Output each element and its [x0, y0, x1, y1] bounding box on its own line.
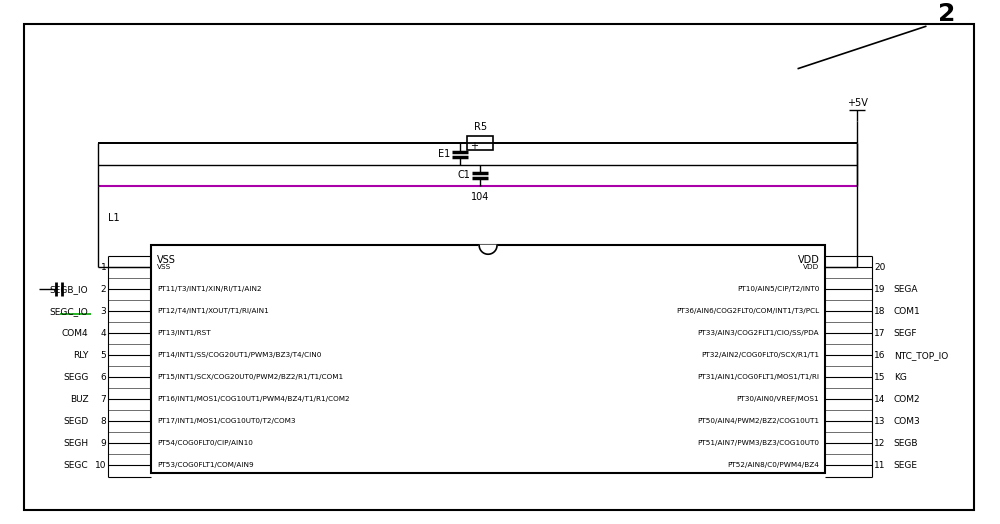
Text: PT52/AIN8/C0/PWM4/BZ4: PT52/AIN8/C0/PWM4/BZ4 — [727, 463, 819, 468]
Text: NTC_TOP_IO: NTC_TOP_IO — [894, 351, 948, 360]
Text: VSS: VSS — [157, 264, 171, 270]
Text: SEGF: SEGF — [894, 329, 917, 338]
Text: PT30/AIN0/VREF/MOS1: PT30/AIN0/VREF/MOS1 — [737, 396, 819, 402]
Text: PT33/AIN3/COG2FLT1/CIO/SS/PDA: PT33/AIN3/COG2FLT1/CIO/SS/PDA — [698, 330, 819, 336]
Text: 5: 5 — [101, 351, 106, 360]
Text: PT17/INT1/MOS1/COG10UT0/T2/COM3: PT17/INT1/MOS1/COG10UT0/T2/COM3 — [157, 418, 295, 424]
Text: C1: C1 — [457, 170, 470, 180]
Text: PT13/INT1/RST: PT13/INT1/RST — [157, 330, 210, 336]
Text: SEGE: SEGE — [894, 461, 918, 470]
Text: PT50/AIN4/PWM2/BZ2/COG10UT1: PT50/AIN4/PWM2/BZ2/COG10UT1 — [697, 418, 819, 424]
Text: 19: 19 — [874, 285, 885, 293]
Text: 20: 20 — [874, 263, 885, 271]
Text: 13: 13 — [874, 417, 885, 426]
Text: PT12/T4/INT1/XOUT/T1/RI/AIN1: PT12/T4/INT1/XOUT/T1/RI/AIN1 — [157, 308, 269, 314]
Text: COM3: COM3 — [894, 417, 920, 426]
Text: 16: 16 — [874, 351, 885, 360]
Text: SEGD: SEGD — [63, 417, 88, 426]
Text: +5V: +5V — [847, 99, 867, 108]
Text: E1: E1 — [438, 149, 450, 159]
Text: COM2: COM2 — [894, 395, 920, 404]
Text: VDD: VDD — [803, 264, 819, 270]
Text: L1: L1 — [108, 213, 120, 223]
Text: R5: R5 — [474, 122, 487, 132]
Text: SEGA: SEGA — [894, 285, 918, 293]
Text: 8: 8 — [101, 417, 106, 426]
Text: SEGC_IO: SEGC_IO — [50, 307, 88, 315]
Text: COM4: COM4 — [62, 329, 88, 338]
Polygon shape — [479, 245, 497, 254]
Text: PT15/INT1/SCX/COG20UT0/PWM2/BZ2/R1/T1/COM1: PT15/INT1/SCX/COG20UT0/PWM2/BZ2/R1/T1/CO… — [157, 374, 343, 380]
Text: 4: 4 — [101, 329, 106, 338]
Text: PT36/AIN6/COG2FLT0/COM/INT1/T3/PCL: PT36/AIN6/COG2FLT0/COM/INT1/T3/PCL — [676, 308, 819, 314]
Text: SEGG: SEGG — [63, 373, 88, 382]
Text: PT14/INT1/SS/COG20UT1/PWM3/BZ3/T4/CIN0: PT14/INT1/SS/COG20UT1/PWM3/BZ3/T4/CIN0 — [157, 352, 321, 358]
Text: SEGH: SEGH — [63, 439, 88, 448]
Text: 1: 1 — [101, 263, 106, 271]
Text: RLY: RLY — [73, 351, 88, 360]
Text: PT54/COG0FLT0/CIP/AIN10: PT54/COG0FLT0/CIP/AIN10 — [157, 441, 253, 446]
Bar — [151, 245, 825, 473]
Text: COM1: COM1 — [894, 307, 920, 315]
Text: 14: 14 — [874, 395, 885, 404]
Bar — [467, 136, 493, 150]
Text: 11: 11 — [874, 461, 885, 470]
Text: PT10/AIN5/CIP/T2/INT0: PT10/AIN5/CIP/T2/INT0 — [737, 286, 819, 292]
Text: 12: 12 — [874, 439, 885, 448]
Text: VDD: VDD — [797, 255, 819, 265]
Text: 9: 9 — [101, 439, 106, 448]
Text: VSS: VSS — [157, 255, 176, 265]
Text: BUZ: BUZ — [70, 395, 88, 404]
Text: SEGB_IO: SEGB_IO — [50, 285, 88, 293]
Text: PT32/AIN2/COG0FLT0/SCX/R1/T1: PT32/AIN2/COG0FLT0/SCX/R1/T1 — [701, 352, 819, 358]
Text: SEGB: SEGB — [894, 439, 918, 448]
Text: SEGC: SEGC — [64, 461, 88, 470]
Text: PT51/AIN7/PWM3/BZ3/COG10UT0: PT51/AIN7/PWM3/BZ3/COG10UT0 — [697, 441, 819, 446]
Text: 17: 17 — [874, 329, 885, 338]
Text: 18: 18 — [874, 307, 885, 315]
Text: PT31/AIN1/COG0FLT1/MOS1/T1/RI: PT31/AIN1/COG0FLT1/MOS1/T1/RI — [697, 374, 819, 380]
Text: 10: 10 — [95, 461, 106, 470]
Text: +: + — [470, 140, 478, 150]
Text: 15: 15 — [874, 373, 885, 382]
Text: 104: 104 — [471, 192, 489, 202]
Text: KG: KG — [894, 373, 907, 382]
Text: 7: 7 — [101, 395, 106, 404]
Text: 2: 2 — [938, 2, 955, 26]
Text: PT16/INT1/MOS1/COG10UT1/PWM4/BZ4/T1/R1/COM2: PT16/INT1/MOS1/COG10UT1/PWM4/BZ4/T1/R1/C… — [157, 396, 349, 402]
Text: 6: 6 — [101, 373, 106, 382]
Text: 2: 2 — [101, 285, 106, 293]
Text: PT11/T3/INT1/XIN/RI/T1/AIN2: PT11/T3/INT1/XIN/RI/T1/AIN2 — [157, 286, 261, 292]
Text: 3: 3 — [101, 307, 106, 315]
Text: PT53/COG0FLT1/COM/AIN9: PT53/COG0FLT1/COM/AIN9 — [157, 463, 253, 468]
